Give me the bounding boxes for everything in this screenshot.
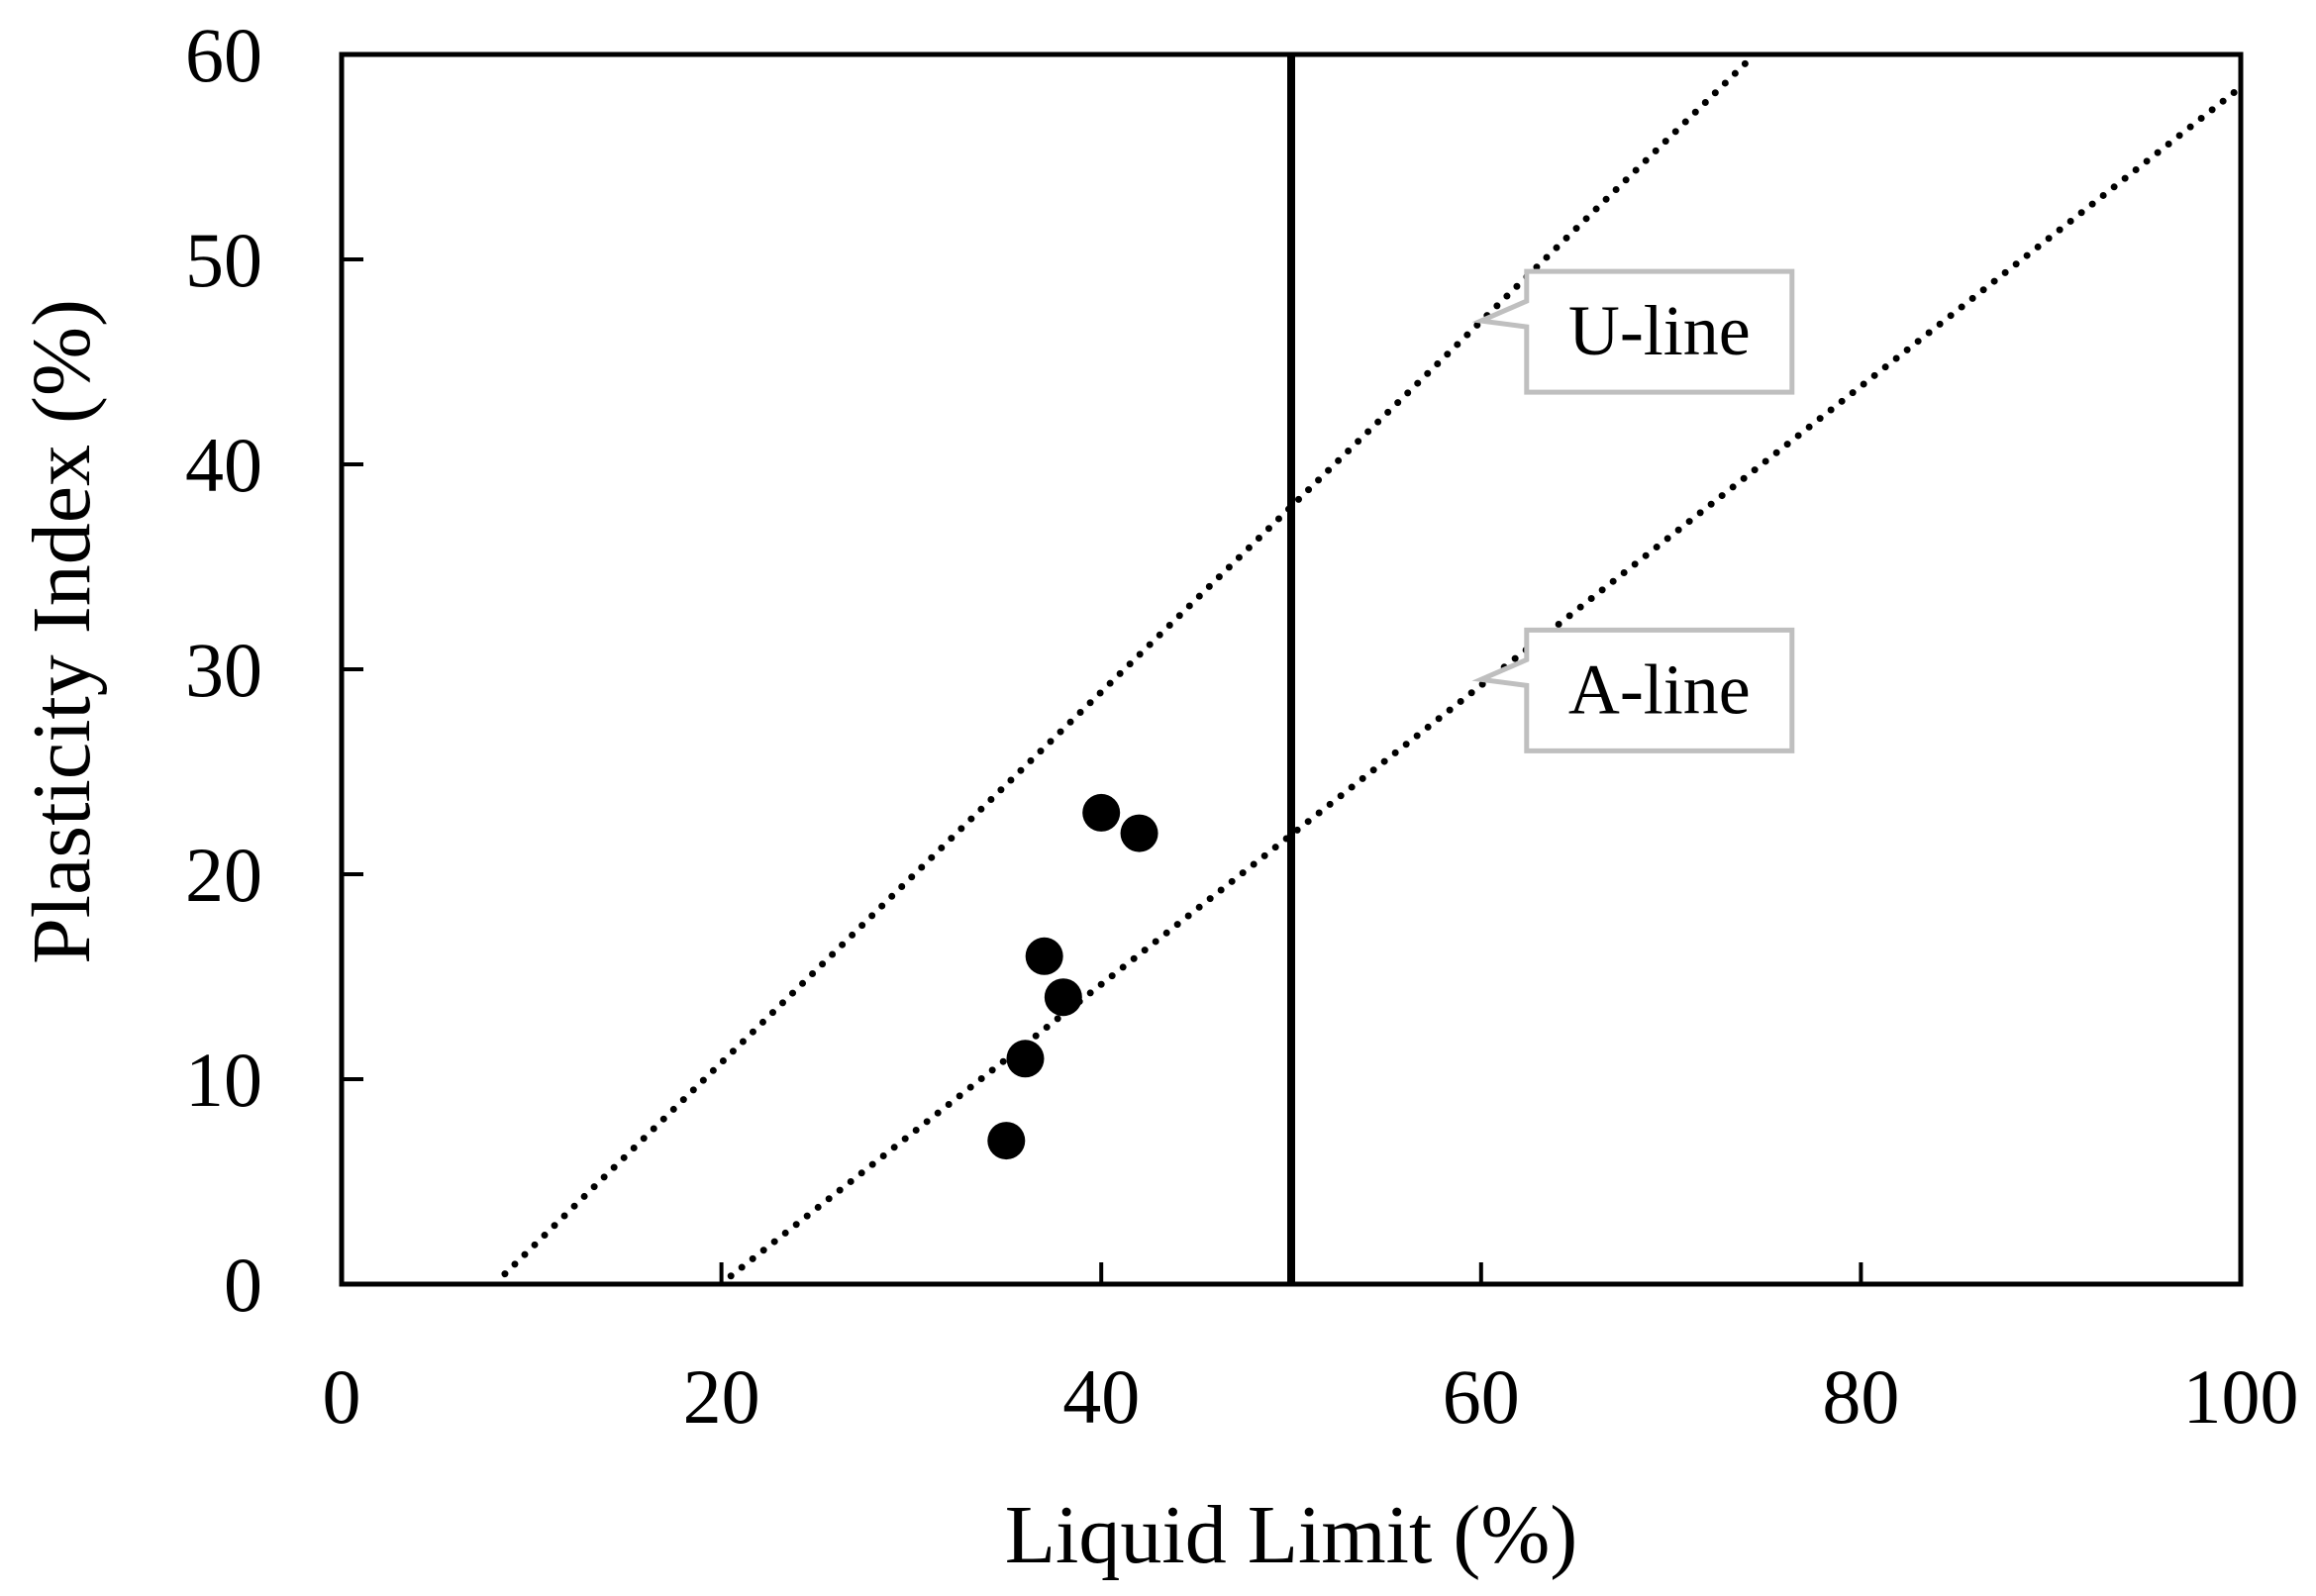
data-point [1006, 1040, 1045, 1078]
u-line-callout: U-line [1471, 268, 1795, 395]
a-line-line [727, 83, 2245, 1280]
y-tick-label: 40 [185, 422, 262, 508]
x-tick-label: 100 [2183, 1353, 2299, 1440]
data-points-layer [987, 793, 1158, 1160]
y-tick-label: 50 [185, 217, 262, 303]
y-tick-label: 30 [185, 627, 262, 713]
x-axis-title: Liquid Limit (%) [1005, 1489, 1578, 1581]
data-point [1120, 814, 1158, 852]
callout-label: A-line [1568, 649, 1751, 729]
y-axis-ticks: 0 10 20 30 40 50 60 [185, 12, 363, 1328]
reference-lines-layer [501, 50, 2245, 1284]
y-tick-label: 20 [185, 832, 262, 918]
x-tick-label: 60 [1443, 1353, 1520, 1440]
y-tick-label: 10 [185, 1037, 262, 1123]
y-axis-title: Plasticity Index (%) [16, 299, 108, 964]
callout-label: U-line [1568, 291, 1751, 370]
data-point [1082, 793, 1121, 832]
data-point [1025, 937, 1063, 975]
callout-box [1471, 627, 1795, 753]
u-line-line [501, 50, 1759, 1278]
x-tick-label: 20 [683, 1353, 760, 1440]
y-tick-label: 60 [185, 12, 262, 98]
a-line-callout: A-line [1471, 627, 1795, 753]
callout-box [1471, 268, 1795, 395]
x-tick-label: 40 [1062, 1353, 1140, 1440]
x-tick-label: 0 [323, 1353, 361, 1440]
line-callouts-layer: U-line A-line [1471, 268, 1795, 753]
x-tick-label: 80 [1822, 1353, 1899, 1440]
data-point [1044, 978, 1082, 1017]
x-axis-ticks: 0 20 40 60 80 100 [323, 1262, 2299, 1440]
data-point [987, 1122, 1026, 1160]
y-tick-label: 0 [224, 1242, 262, 1328]
